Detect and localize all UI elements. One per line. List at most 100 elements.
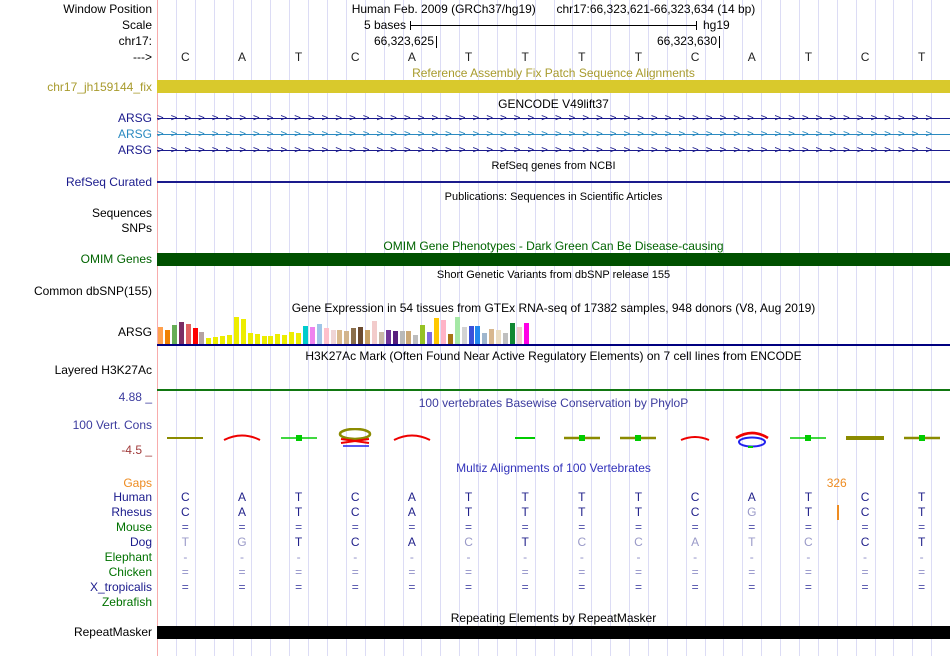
gtex-tissue-bar	[316, 324, 322, 344]
grid-line	[289, 0, 291, 656]
gencode-transcript-row[interactable]: >>>>>>>>>>>>>>>>>>>>>>>>>>>>>>>>>>>>>>>>…	[157, 128, 950, 140]
dbsnp-label[interactable]: Common dbSNP(155)	[33, 284, 152, 298]
gtex-tissue-bar	[482, 333, 488, 344]
gtex-tissue-bar	[171, 325, 177, 344]
window-left-edge-line	[157, 0, 158, 656]
assembly-name: Human Feb. 2009 (GRCh37/hg19)	[351, 2, 536, 16]
phylop-glyph-olive-green-dash	[560, 428, 604, 448]
multiz-label-zebrafish[interactable]: Zebrafish	[101, 595, 152, 609]
grid-line	[723, 0, 725, 656]
multiz-cell: =	[578, 580, 586, 594]
phylop-glyph-olive-dash	[163, 428, 207, 448]
multiz-cell: T	[804, 505, 813, 519]
publications-sequences-label[interactable]: Sequences	[91, 206, 152, 220]
gencode-gene-label-2[interactable]: ARSG	[117, 127, 152, 141]
repeatmasker-label[interactable]: RepeatMasker	[73, 625, 152, 639]
multiz-cell: T	[521, 490, 529, 504]
gencode-transcript-row[interactable]: >>>>>>>>>>>>>>>>>>>>>>>>>>>>>>>>>>>>>>>>…	[157, 112, 950, 124]
multiz-cell: =	[578, 520, 586, 534]
h3k27ac-label[interactable]: Layered H3K27Ac	[54, 363, 152, 377]
multiz-label-gaps[interactable]: Gaps	[123, 476, 152, 490]
base-letter: A	[407, 50, 416, 64]
multiz-cell: T	[634, 490, 643, 504]
grid-line	[213, 0, 215, 656]
multiz-label-human[interactable]: Human	[113, 490, 152, 504]
fix-patch-bar[interactable]	[157, 80, 950, 93]
phylop-glyph-olive-loop-red	[333, 428, 377, 448]
publications-snps-label[interactable]: SNPs	[121, 221, 152, 235]
multiz-cell: -	[239, 550, 244, 564]
multiz-title: Multiz Alignments of 100 Vertebrates	[456, 461, 651, 475]
refseq-curated-line[interactable]	[157, 181, 950, 183]
base-letter: T	[578, 50, 586, 64]
multiz-label-rhesus[interactable]: Rhesus	[111, 505, 152, 519]
grid-line	[534, 0, 536, 656]
omim-genes-label[interactable]: OMIM Genes	[80, 252, 152, 266]
grid-line	[874, 0, 876, 656]
repeatmasker-bar[interactable]	[157, 626, 950, 639]
omim-title: OMIM Gene Phenotypes - Dark Green Can Be…	[383, 239, 724, 253]
multiz-cell: T	[634, 505, 643, 519]
grid-line	[685, 0, 687, 656]
gtex-tissue-bar	[240, 319, 246, 344]
multiz-cell: =	[634, 565, 642, 579]
gtex-gene-label[interactable]: ARSG	[117, 325, 152, 339]
multiz-cell: =	[691, 520, 699, 534]
gencode-gene-label-3[interactable]: ARSG	[117, 143, 152, 157]
gtex-tissue-bar	[344, 331, 350, 344]
base-letter: T	[804, 50, 813, 64]
gencode-gene-label-1[interactable]: ARSG	[117, 111, 152, 125]
grid-line	[591, 0, 593, 656]
gtex-tissue-bar	[351, 328, 357, 344]
gtex-tissue-bar	[268, 336, 274, 344]
phylop-track-label[interactable]: 100 Vert. Cons	[72, 418, 152, 432]
grid-line	[780, 0, 782, 656]
multiz-cell: =	[804, 580, 812, 594]
multiz-cell: =	[181, 580, 189, 594]
grid-line	[270, 0, 272, 656]
fix-patch-label[interactable]: chr17_jh159144_fix	[47, 80, 152, 94]
multiz-cell: =	[351, 565, 359, 579]
window-position-label: Window Position	[63, 2, 152, 16]
grid-line	[232, 0, 234, 656]
multiz-cell: =	[918, 520, 926, 534]
grid-line	[761, 0, 763, 656]
refseq-curated-label[interactable]: RefSeq Curated	[65, 175, 152, 189]
multiz-cell: C	[350, 535, 360, 549]
omim-genes-bar[interactable]	[157, 253, 950, 266]
gtex-tissue-bar	[213, 337, 219, 344]
multiz-cell: A	[237, 505, 246, 519]
gtex-tissue-bar	[296, 333, 301, 344]
multiz-label-mouse[interactable]: Mouse	[115, 520, 152, 534]
phylop-title: 100 vertebrates Basewise Conservation by…	[418, 396, 689, 410]
gtex-tissue-bar	[399, 331, 405, 344]
gtex-tissue-bar	[447, 334, 453, 344]
multiz-cell: C	[860, 490, 870, 504]
coordinate-left-tick	[436, 36, 437, 48]
gencode-transcript-row[interactable]: >>>>>>>>>>>>>>>>>>>>>>>>>>>>>>>>>>>>>>>>…	[157, 144, 950, 156]
multiz-cell: A	[407, 490, 416, 504]
multiz-label-chicken[interactable]: Chicken	[108, 565, 152, 579]
multiz-cell: -	[523, 550, 528, 564]
grid-line	[817, 0, 819, 656]
multiz-label-elephant[interactable]: Elephant	[104, 550, 152, 564]
multiz-cell: G	[747, 505, 757, 519]
multiz-label-x_tropicalis[interactable]: X_tropicalis	[89, 580, 152, 594]
multiz-cell: =	[521, 520, 529, 534]
multiz-cell: T	[294, 535, 303, 549]
phylop-glyph-olive-green-dash	[616, 428, 660, 448]
gtex-tissue-bar	[523, 323, 529, 344]
grid-line	[345, 0, 347, 656]
multiz-cell: =	[748, 520, 756, 534]
multiz-cell: C	[804, 535, 813, 549]
grid-line	[855, 0, 857, 656]
phylop-glyph-red-arc	[220, 428, 264, 448]
base-letter: T	[918, 50, 926, 64]
base-letter: A	[747, 50, 756, 64]
multiz-cell: -	[409, 550, 414, 564]
base-letter: T	[464, 50, 473, 64]
h3k27ac-baseline[interactable]	[157, 389, 950, 391]
multiz-cell: =	[351, 580, 359, 594]
multiz-label-dog[interactable]: Dog	[129, 535, 152, 549]
